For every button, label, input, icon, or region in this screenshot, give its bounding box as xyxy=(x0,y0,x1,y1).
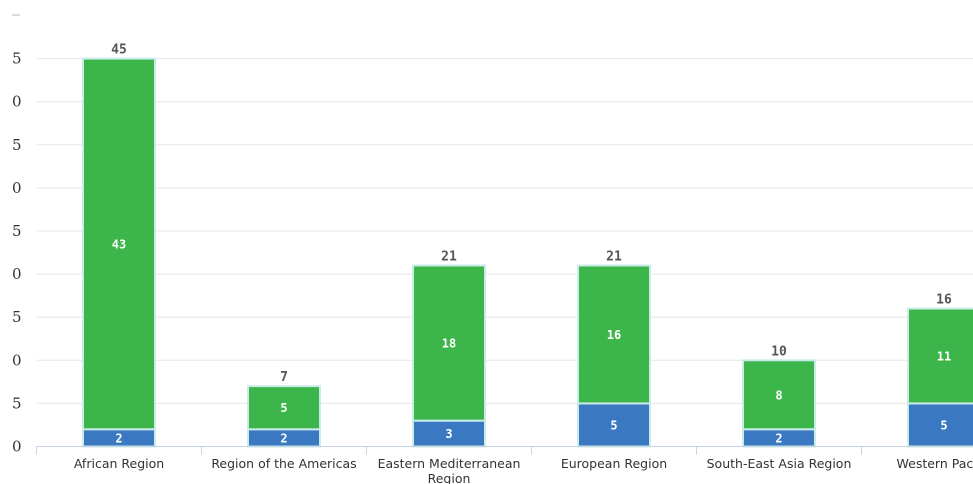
bar-segment xyxy=(82,57,156,431)
y-tick-label: 5 xyxy=(12,136,22,154)
gridlines xyxy=(37,58,973,404)
total-label: 21 xyxy=(441,249,457,264)
segment-label: 2 xyxy=(115,431,122,445)
x-category-label: European Region xyxy=(561,456,667,471)
segment-label: 5 xyxy=(280,401,287,415)
bars xyxy=(82,57,973,448)
segment-label: 16 xyxy=(607,328,621,342)
bar-segment xyxy=(577,402,651,448)
total-label: 7 xyxy=(280,370,288,385)
x-category-label: Eastern Mediterranean xyxy=(378,456,521,471)
bar-segment xyxy=(907,402,973,448)
segment-label: 2 xyxy=(280,431,287,445)
y-tick-label: 0 xyxy=(12,351,22,369)
segment-label: 18 xyxy=(442,337,456,351)
y-tick-label: 0 xyxy=(12,265,22,283)
bar-segment xyxy=(247,385,321,431)
x-category-label: Region xyxy=(428,471,471,484)
x-category-label: African Region xyxy=(74,456,164,471)
x-category-label: Western Pacific xyxy=(897,456,973,471)
total-label: 16 xyxy=(936,293,952,308)
y-tick-label: 5 xyxy=(12,394,22,412)
segment-label: 11 xyxy=(937,349,951,363)
y-tick-label: 5 xyxy=(12,222,22,240)
segment-label: 5 xyxy=(610,418,617,432)
bar-segment xyxy=(577,264,651,405)
y-tick-label: 0 xyxy=(12,438,22,456)
y-tick-label: 5 xyxy=(12,308,22,326)
data-labels: 2 43 45 2 5 7 3 18 21 5 16 21 2 8 10 5 11 16 xyxy=(111,43,952,446)
segment-label: 3 xyxy=(445,427,452,441)
y-tick-label: 5 xyxy=(12,50,22,68)
y-axis-ticks: 0 5 0 5 0 5 0 5 0 5 xyxy=(12,14,22,456)
bar-segment xyxy=(907,307,973,405)
x-axis: African Region Region of the Americas East… xyxy=(36,446,973,484)
total-label: 21 xyxy=(606,249,622,264)
y-tick-label: 0 xyxy=(12,179,22,197)
total-label: 10 xyxy=(771,344,787,359)
segment-label: 8 xyxy=(775,388,782,402)
segment-label: 43 xyxy=(112,237,126,251)
segment-label: 5 xyxy=(940,418,947,432)
segment-label: 2 xyxy=(775,431,782,445)
x-category-label: Region of the Americas xyxy=(211,456,356,471)
total-label: 45 xyxy=(111,43,127,58)
x-category-label: South-East Asia Region xyxy=(707,456,852,471)
y-tick-label: 0 xyxy=(12,93,22,111)
bar-segment xyxy=(412,264,486,422)
bar-segment xyxy=(742,359,816,431)
